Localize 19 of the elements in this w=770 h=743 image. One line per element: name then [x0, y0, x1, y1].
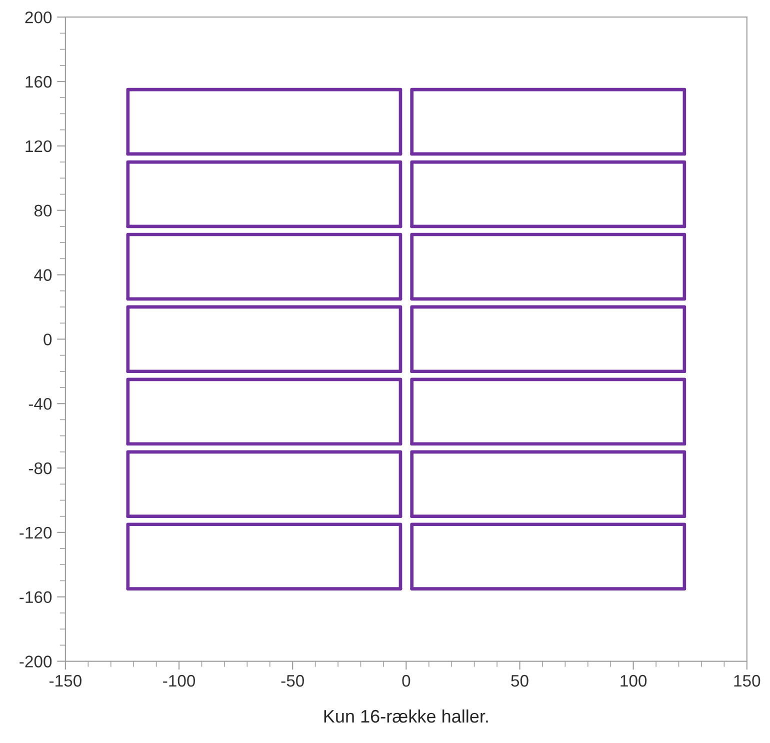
- y-tick-label: 200: [25, 11, 52, 24]
- y-tick-label: -120: [20, 526, 52, 539]
- x-tick-label: -50: [281, 674, 304, 687]
- x-tick-label: -100: [163, 674, 196, 687]
- x-tick-label: -150: [50, 674, 82, 687]
- y-tick-label: -80: [28, 462, 52, 474]
- x-axis-title: Kun 16-række haller.: [324, 709, 488, 723]
- y-tick-label: -160: [20, 591, 52, 604]
- x-tick-label: 50: [511, 674, 528, 687]
- y-tick-label: 160: [26, 76, 52, 88]
- y-tick-label: 120: [26, 140, 52, 152]
- y-tick-label: -40: [28, 398, 52, 410]
- x-tick-label: 100: [620, 674, 647, 687]
- y-tick-label: 0: [44, 334, 52, 346]
- y-tick-label: 40: [34, 269, 52, 281]
- x-tick-label: 150: [734, 674, 760, 687]
- x-tick-label: 0: [402, 674, 410, 687]
- y-tick-label: 80: [34, 204, 52, 217]
- y-tick-label: -200: [20, 656, 52, 668]
